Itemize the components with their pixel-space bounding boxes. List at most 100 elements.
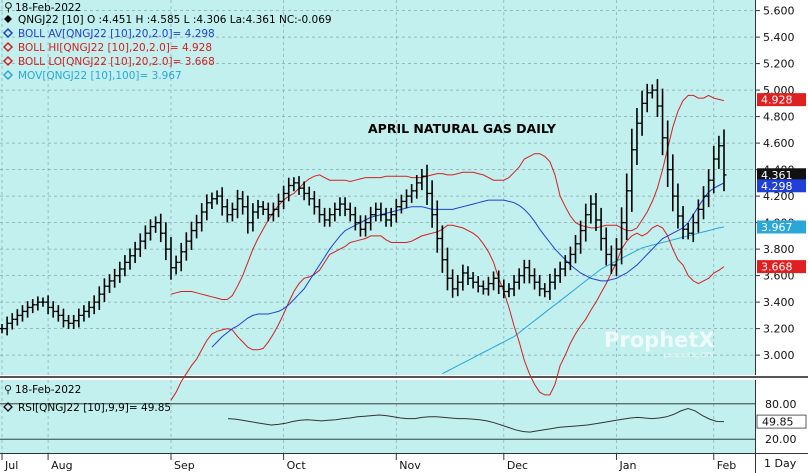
price-tick-label: 5.200 [763, 58, 795, 71]
diamond-icon-rsi [3, 402, 13, 412]
magnifier-icon[interactable]: ⚲ [4, 0, 13, 14]
ohlc-bar [588, 195, 594, 224]
ohlc-bar [460, 264, 466, 291]
ohlc-bar [209, 192, 215, 209]
ohlc-bar [716, 135, 722, 169]
ohlc-bar [414, 175, 420, 199]
ohlc-bar [71, 314, 77, 330]
legend-ohlc: QNGJ22 [10] O :4.451 H :4.585 L :4.306 L… [18, 14, 332, 26]
ohlc-bar [296, 176, 302, 195]
ohlc-bar [255, 199, 261, 219]
ohlc-bar [439, 225, 445, 273]
watermark-logo-text: ProphetX [604, 328, 715, 352]
ohlc-bar [30, 299, 36, 314]
ohlc-bars [0, 79, 727, 336]
price-tick-label: 3.200 [763, 323, 795, 336]
ohlc-bar [583, 203, 589, 242]
ohlc-bar [680, 206, 686, 240]
ohlc-bar [25, 301, 31, 318]
ohlc-bar [306, 186, 312, 206]
rsi-date: 18-Feb-2022 [15, 384, 81, 396]
ohlc-bar [96, 286, 102, 310]
ohlc-bar [526, 259, 532, 284]
ohlc-bar [450, 269, 456, 298]
ohlc-bar [45, 295, 51, 315]
ohlc-bar [137, 233, 143, 257]
ohlc-bar [470, 272, 476, 289]
ohlc-bar [9, 313, 15, 330]
ohlc-bar [4, 316, 10, 336]
ohlc-bar [434, 200, 440, 253]
ohlc-bar [557, 261, 563, 283]
chart-title: APRIL NATURAL GAS DAILY [368, 121, 557, 136]
ohlc-bar [107, 274, 113, 293]
price-tag-label: 4.298 [761, 180, 793, 193]
ohlc-bar [183, 232, 189, 261]
price-tick-label: 4.800 [763, 111, 795, 124]
ohlc-bar [245, 195, 251, 234]
rsi-tick-label: 20.00 [765, 433, 797, 446]
ohlc-bar [153, 216, 159, 233]
rsi-magnifier-icon[interactable]: ⚲ [4, 383, 12, 396]
mov-100-line [442, 226, 725, 375]
ohlc-bar [81, 305, 87, 322]
legend-boll-lo: BOLL LO[QNGJ22 [10],20,2.0]= 3.668 [18, 56, 215, 68]
ohlc-bar [337, 197, 343, 217]
month-label: Aug [51, 459, 72, 472]
month-label: Jan [618, 459, 636, 472]
month-label: Nov [399, 459, 421, 472]
ohlc-bar [711, 145, 717, 194]
ohlc-bar [132, 241, 138, 264]
ohlc-bar [695, 199, 701, 233]
rsi-series [227, 407, 725, 433]
ohlc-bar [342, 197, 348, 217]
ohlc-bar [598, 207, 604, 251]
mov-100-series [442, 226, 725, 375]
ohlc-bar [516, 268, 522, 290]
boll-lo-series [170, 224, 725, 401]
ohlc-bar [562, 255, 568, 277]
month-label: Jul [4, 459, 18, 472]
ohlc-bar [578, 220, 584, 254]
ohlc-bar [398, 194, 404, 214]
price-tag-box [757, 220, 806, 234]
ohlc-bar [624, 173, 630, 240]
ohlc-bar [332, 202, 338, 222]
ohlc-bar [260, 201, 266, 216]
ohlc-bar [240, 190, 246, 215]
header-date: 18-Feb-2022 [15, 2, 81, 14]
ohlc-bar [357, 215, 363, 237]
boll-hi-series [170, 94, 725, 300]
price-tag-label: 3.967 [761, 221, 793, 234]
watermark-powered-text: powered by DTN [664, 352, 714, 359]
ohlc-bar [60, 308, 66, 328]
rsi-value-label: 49.85 [762, 416, 794, 429]
ohlc-bar [506, 283, 512, 298]
ohlc-bar [491, 271, 497, 291]
ohlc-bar [127, 248, 133, 270]
ohlc-bar [86, 301, 92, 318]
ohlc-bar [352, 206, 358, 231]
ohlc-bar [409, 184, 415, 203]
month-label: Oct [287, 459, 307, 472]
ohlc-bar [301, 181, 307, 201]
ohlc-bar [327, 207, 333, 227]
ohlc-bar [163, 222, 169, 261]
ohlc-bar [204, 194, 210, 221]
ohlc-bar [675, 183, 681, 229]
ohlc-bar [235, 189, 241, 219]
ohlc-bar [424, 164, 430, 205]
ohlc-bar [224, 198, 230, 223]
ohlc-bar [404, 189, 410, 209]
ohlc-bar [706, 169, 712, 208]
price-tick-label: 3.400 [763, 296, 795, 309]
ohlc-bar [250, 203, 256, 232]
legend-mov: MOV[QNGJ22 [10],100]= 3.967 [18, 70, 182, 82]
rsi-value-box [756, 414, 807, 429]
ohlc-bar [475, 276, 481, 293]
price-tag-box [757, 260, 806, 274]
ohlc-bar [603, 227, 609, 266]
month-label: Dec [507, 459, 528, 472]
periodicity-label[interactable]: 1 Day [764, 457, 797, 470]
